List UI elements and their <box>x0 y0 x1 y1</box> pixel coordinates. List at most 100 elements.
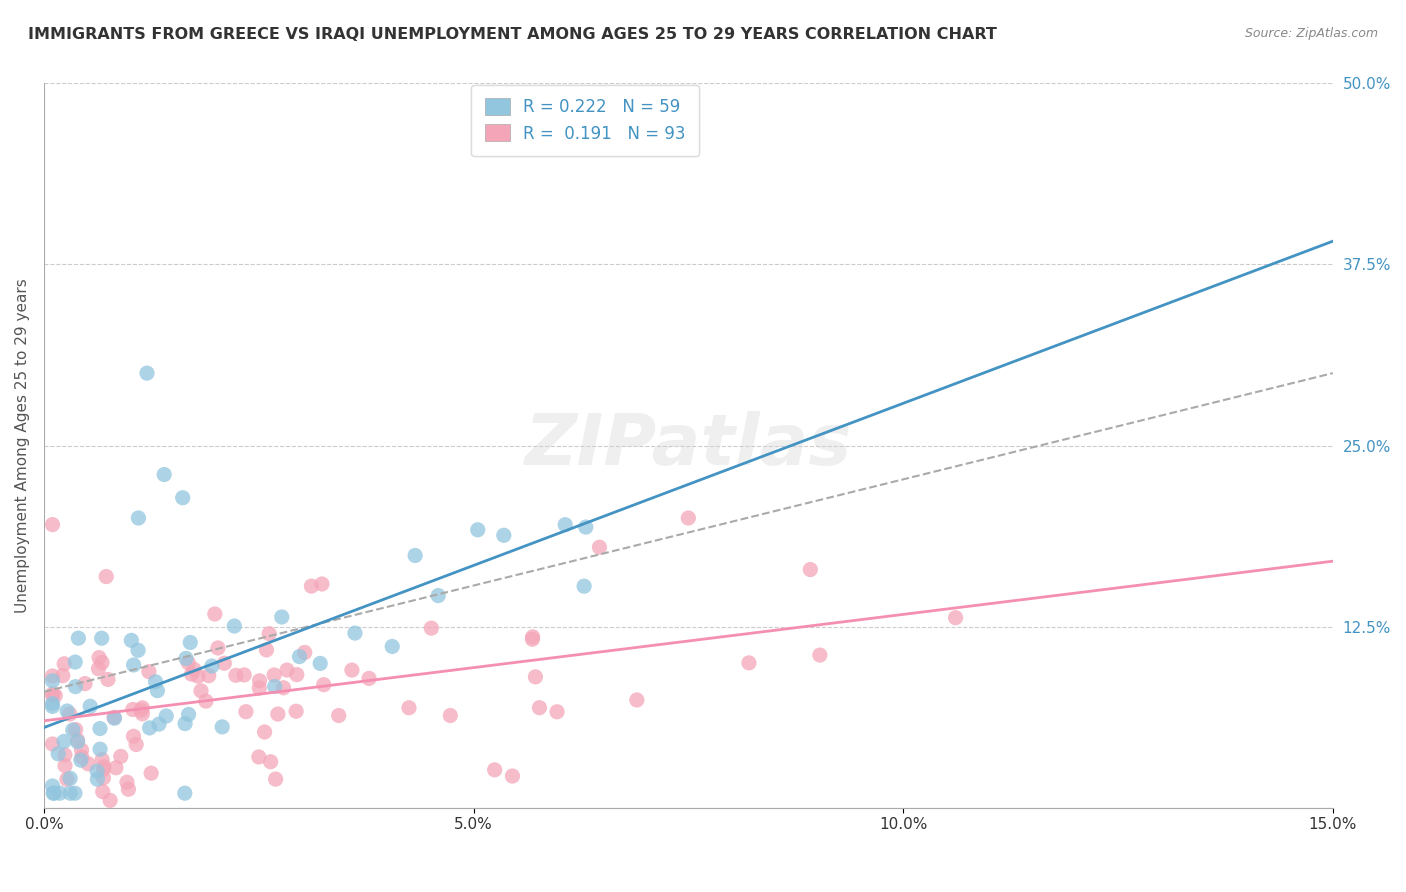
Iraqis <box>311 577 333 591</box>
Iraqis <box>273 681 295 695</box>
Iraqis <box>264 772 287 786</box>
Iraqis <box>420 621 443 635</box>
Iraqis <box>97 673 120 687</box>
Immigrants from Greece <box>90 632 112 646</box>
Immigrants from Greece <box>381 640 404 654</box>
Immigrants from Greece <box>172 491 194 505</box>
Iraqis <box>115 775 138 789</box>
Y-axis label: Unemployment Among Ages 25 to 29 years: Unemployment Among Ages 25 to 29 years <box>15 278 30 613</box>
Iraqis <box>294 645 316 659</box>
Immigrants from Greece <box>41 699 63 714</box>
Iraqis <box>257 626 280 640</box>
Immigrants from Greece <box>56 704 79 718</box>
Iraqis <box>546 705 568 719</box>
Immigrants from Greece <box>89 742 111 756</box>
Immigrants from Greece <box>404 549 426 563</box>
Iraqis <box>56 772 79 787</box>
Iraqis <box>522 632 544 647</box>
Immigrants from Greece <box>44 786 66 800</box>
Iraqis <box>141 766 163 780</box>
Iraqis <box>214 657 236 671</box>
Iraqis <box>59 706 82 721</box>
Legend: R = 0.222   N = 59, R =  0.191   N = 93: R = 0.222 N = 59, R = 0.191 N = 93 <box>471 85 699 156</box>
Iraqis <box>87 650 110 665</box>
Iraqis <box>328 708 350 723</box>
Iraqis <box>183 662 205 676</box>
Immigrants from Greece <box>65 655 87 669</box>
Immigrants from Greece <box>69 753 91 767</box>
Iraqis <box>131 706 153 721</box>
Iraqis <box>484 763 506 777</box>
Iraqis <box>104 761 127 775</box>
Iraqis <box>42 687 65 701</box>
Immigrants from Greece <box>138 721 160 735</box>
Iraqis <box>285 667 308 681</box>
Immigrants from Greece <box>120 633 142 648</box>
Immigrants from Greece <box>146 683 169 698</box>
Iraqis <box>247 681 270 695</box>
Iraqis <box>529 700 551 714</box>
Immigrants from Greece <box>65 680 87 694</box>
Iraqis <box>93 759 115 773</box>
Iraqis <box>129 703 152 717</box>
Iraqis <box>44 689 66 703</box>
Immigrants from Greece <box>427 589 450 603</box>
Iraqis <box>41 669 63 683</box>
Immigrants from Greece <box>309 657 332 671</box>
Iraqis <box>398 700 420 714</box>
Iraqis <box>73 676 96 690</box>
Iraqis <box>93 763 115 777</box>
Iraqis <box>256 643 278 657</box>
Iraqis <box>738 656 761 670</box>
Immigrants from Greece <box>127 511 149 525</box>
Immigrants from Greece <box>103 711 125 725</box>
Iraqis <box>204 607 226 621</box>
Iraqis <box>299 579 322 593</box>
Immigrants from Greece <box>63 786 86 800</box>
Iraqis <box>177 656 200 670</box>
Immigrants from Greece <box>492 528 515 542</box>
Iraqis <box>190 683 212 698</box>
Immigrants from Greece <box>174 716 197 731</box>
Immigrants from Greece <box>42 786 65 800</box>
Immigrants from Greece <box>86 764 108 779</box>
Immigrants from Greece <box>148 717 170 731</box>
Iraqis <box>41 689 63 703</box>
Iraqis <box>194 694 217 708</box>
Text: IMMIGRANTS FROM GREECE VS IRAQI UNEMPLOYMENT AMONG AGES 25 TO 29 YEARS CORRELATI: IMMIGRANTS FROM GREECE VS IRAQI UNEMPLOY… <box>28 27 997 42</box>
Iraqis <box>121 702 143 716</box>
Iraqis <box>233 668 256 682</box>
Immigrants from Greece <box>53 734 76 748</box>
Immigrants from Greece <box>59 772 82 786</box>
Immigrants from Greece <box>89 722 111 736</box>
Immigrants from Greece <box>67 631 90 645</box>
Iraqis <box>249 673 271 688</box>
Immigrants from Greece <box>145 674 167 689</box>
Iraqis <box>259 755 281 769</box>
Text: Source: ZipAtlas.com: Source: ZipAtlas.com <box>1244 27 1378 40</box>
Immigrants from Greece <box>174 651 197 665</box>
Immigrants from Greece <box>41 779 63 793</box>
Immigrants from Greece <box>343 626 366 640</box>
Iraqis <box>138 665 160 679</box>
Immigrants from Greece <box>270 610 292 624</box>
Iraqis <box>41 517 63 532</box>
Iraqis <box>253 725 276 739</box>
Immigrants from Greece <box>153 467 176 482</box>
Immigrants from Greece <box>263 680 285 694</box>
Iraqis <box>524 670 547 684</box>
Iraqis <box>439 708 461 723</box>
Iraqis <box>131 701 153 715</box>
Iraqis <box>98 793 121 807</box>
Iraqis <box>96 569 118 583</box>
Immigrants from Greece <box>572 579 595 593</box>
Iraqis <box>340 663 363 677</box>
Iraqis <box>263 668 285 682</box>
Immigrants from Greece <box>86 772 108 787</box>
Iraqis <box>53 657 76 671</box>
Iraqis <box>91 784 114 798</box>
Iraqis <box>235 705 257 719</box>
Iraqis <box>207 640 229 655</box>
Iraqis <box>91 753 114 767</box>
Immigrants from Greece <box>155 709 177 723</box>
